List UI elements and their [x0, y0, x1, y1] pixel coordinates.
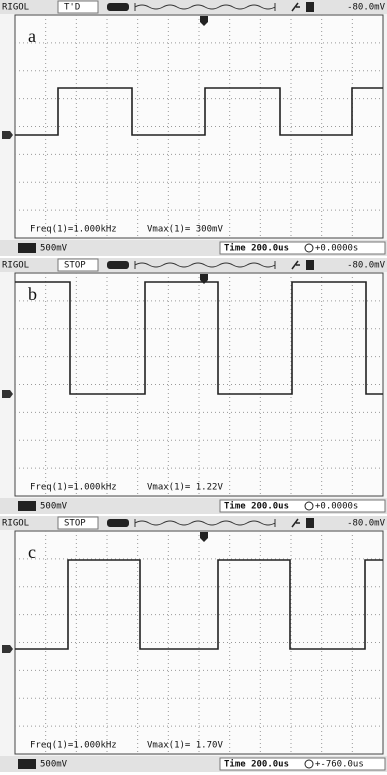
trigger-level: -80.0mV [347, 3, 386, 13]
channel-icon [306, 2, 314, 12]
channel-badge [18, 759, 36, 769]
brand: RIGOL [2, 261, 29, 271]
channel-badge [18, 501, 36, 511]
status: STOP [64, 519, 86, 529]
status: T'D [64, 3, 80, 13]
trigger-level: -80.0mV [347, 519, 386, 529]
volt-scale: 500mV [40, 244, 68, 254]
channel-icon [306, 518, 314, 528]
panel-label: a [28, 26, 36, 46]
memory-icon [107, 3, 129, 11]
time-base: Time 200.0us [224, 759, 289, 770]
measure-freq: Freq(1)=1.000kHz [30, 483, 117, 493]
panel-label: b [28, 284, 37, 304]
volt-scale: 500mV [40, 502, 68, 512]
memory-icon [107, 261, 129, 269]
measure-freq: Freq(1)=1.000kHz [30, 225, 117, 235]
time-base: Time 200.0us [224, 501, 289, 512]
volt-scale: 500mV [40, 760, 68, 770]
time-offset: +0.0000s [315, 244, 358, 254]
measure-vmax: Vmax(1)= 300mV [147, 225, 223, 235]
measure-freq: Freq(1)=1.000kHz [30, 741, 117, 751]
figure: RIGOL T'D -80.0mV a Freq(1)=1.000kHz Vmax(1)=… [0, 0, 387, 775]
time-offset: +-760.0us [315, 760, 364, 770]
scope-panel: RIGOL T'D -80.0mV a Freq(1)=1.000kHz Vmax(1)=… [0, 0, 387, 256]
time-base: Time 200.0us [224, 243, 289, 254]
time-offset: +0.0000s [315, 502, 358, 512]
memory-icon [107, 519, 129, 527]
measure-vmax: Vmax(1)= 1.22V [147, 483, 223, 493]
trigger-level: -80.0mV [347, 261, 386, 271]
channel-badge [18, 243, 36, 253]
panel-label: c [28, 542, 36, 562]
status: STOP [64, 261, 86, 271]
scope-panel: RIGOL STOP -80.0mV b Freq(1)=1.000kHz Vmax(1)… [0, 258, 387, 514]
measure-vmax: Vmax(1)= 1.70V [147, 741, 223, 751]
channel-icon [306, 260, 314, 270]
brand: RIGOL [2, 519, 29, 529]
brand: RIGOL [2, 3, 29, 13]
scope-panel: RIGOL STOP -80.0mV c Freq(1)=1.000kHz Vmax(1)… [0, 516, 387, 772]
